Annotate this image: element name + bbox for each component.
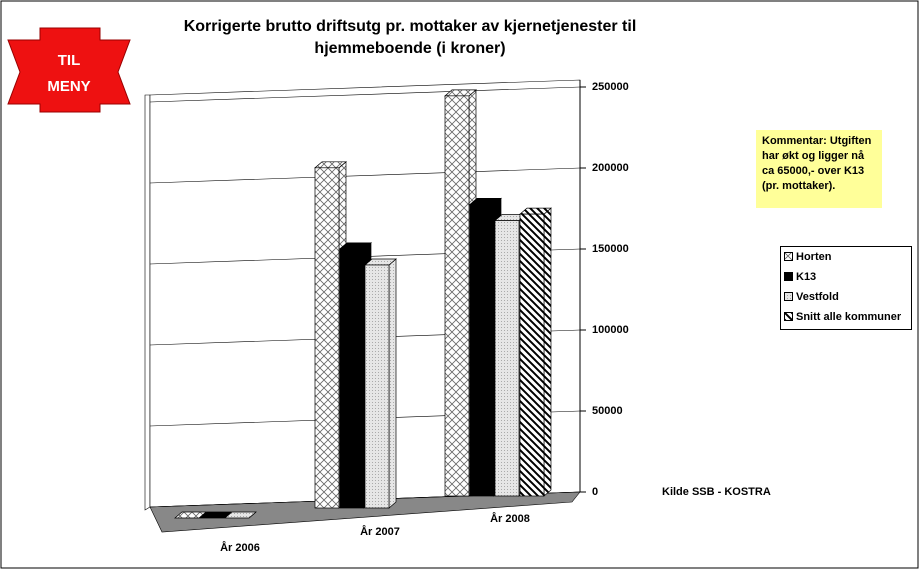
y-tick-label: 250000 [592, 81, 629, 93]
menu-button[interactable]: TIL MENY [47, 52, 91, 95]
bar [174, 511, 207, 519]
bar-side [388, 258, 397, 509]
bar-front [519, 213, 545, 497]
bar-front [339, 248, 365, 509]
side-wall [144, 94, 151, 511]
swatch [784, 292, 793, 301]
bar-front [364, 264, 390, 509]
legend-item: Vestfold [781, 287, 911, 307]
y-tick-label: 100000 [592, 324, 629, 336]
bar [364, 258, 397, 509]
legend-label: K13 [796, 271, 817, 283]
bar-front [314, 167, 340, 509]
legend-label: Horten [796, 251, 832, 263]
legend-swatch [784, 272, 793, 281]
x-tick-label: År 2006 [220, 541, 260, 554]
chart-title: Korrigerte brutto driftsutg pr. mottaker… [183, 18, 637, 57]
legend-item: K13 [781, 267, 911, 287]
y-tick-label: 150000 [592, 243, 629, 255]
legend-swatch [784, 312, 793, 321]
swatch [784, 312, 793, 321]
legend-label: Snitt alle kommuner [796, 311, 902, 323]
y-tick-label: 50000 [592, 405, 623, 417]
legend: Horten K13 Vestfold Snitt alle kommuner [780, 246, 912, 330]
source-note: Kilde SSB - KOSTRA [662, 486, 771, 498]
bar-front [469, 204, 495, 497]
x-tick-label: År 2007 [360, 525, 400, 538]
legend-item: Snitt alle kommuner [781, 307, 911, 327]
grid-line [149, 167, 581, 184]
comment: Kommentar: Utgiften har økt og ligger nå… [756, 130, 882, 208]
bar [199, 511, 232, 519]
bar-front [494, 220, 520, 497]
legend-label: Vestfold [796, 291, 839, 303]
legend-swatch [784, 252, 793, 261]
bar [519, 207, 552, 497]
menu-ribbon[interactable] [7, 27, 131, 113]
legend-item: Horten [781, 247, 911, 267]
swatch [784, 252, 793, 261]
bar-side [543, 207, 552, 497]
bar [224, 511, 257, 519]
y-tick-label: 200000 [592, 162, 629, 174]
grid-line [149, 86, 581, 103]
bar-top [199, 511, 232, 519]
y-tick-label: 0 [592, 486, 598, 498]
bar-front [444, 95, 470, 497]
bar-top [174, 511, 207, 519]
bar-top [224, 511, 257, 519]
x-tick-label: År 2008 [490, 512, 530, 525]
swatch [784, 272, 793, 281]
legend-swatch [784, 292, 793, 301]
